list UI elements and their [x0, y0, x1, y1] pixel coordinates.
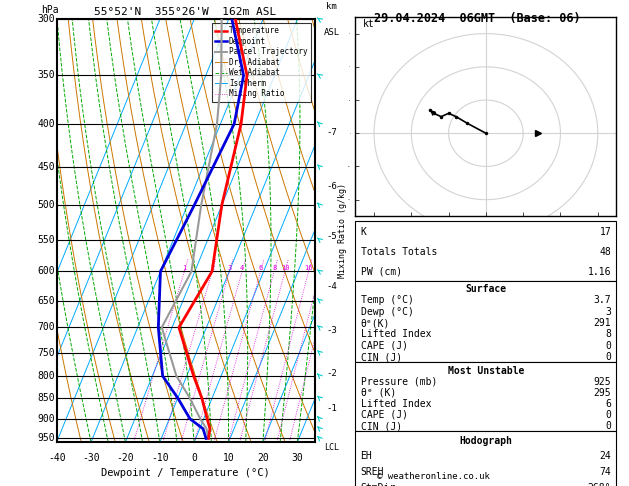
- Text: Mixing Ratio (g/kg): Mixing Ratio (g/kg): [338, 183, 347, 278]
- Text: SREH: SREH: [360, 467, 384, 477]
- Text: K: K: [360, 227, 367, 237]
- Bar: [355, 280, 616, 362]
- Text: km: km: [326, 2, 337, 11]
- Text: PW (cm): PW (cm): [360, 267, 402, 277]
- Text: CAPE (J): CAPE (J): [360, 341, 408, 351]
- Text: 8: 8: [272, 265, 277, 271]
- Text: θᵉ (K): θᵉ (K): [360, 388, 396, 398]
- Text: -3: -3: [326, 326, 337, 334]
- Text: CAPE (J): CAPE (J): [360, 410, 408, 420]
- Text: Dewpoint / Temperature (°C): Dewpoint / Temperature (°C): [101, 468, 270, 478]
- Text: © weatheronline.co.uk: © weatheronline.co.uk: [377, 472, 490, 481]
- Bar: [355, 431, 616, 486]
- Text: 24: 24: [599, 451, 611, 462]
- Text: 1.16: 1.16: [587, 267, 611, 277]
- Text: 500: 500: [38, 200, 55, 210]
- Text: -7: -7: [326, 128, 337, 138]
- Text: 30: 30: [291, 453, 303, 463]
- Text: -10: -10: [151, 453, 169, 463]
- Text: -30: -30: [82, 453, 100, 463]
- Text: Most Unstable: Most Unstable: [448, 365, 524, 376]
- Bar: [355, 362, 616, 431]
- Text: Temp (°C): Temp (°C): [360, 295, 413, 305]
- Text: CIN (J): CIN (J): [360, 352, 402, 362]
- Text: 0: 0: [605, 341, 611, 351]
- Text: 600: 600: [38, 266, 55, 277]
- Text: 850: 850: [38, 393, 55, 403]
- Text: 295: 295: [594, 388, 611, 398]
- Text: 4: 4: [240, 265, 244, 271]
- Text: 17: 17: [599, 227, 611, 237]
- Text: 950: 950: [38, 434, 55, 443]
- Text: Hodograph: Hodograph: [459, 436, 513, 446]
- Text: -20: -20: [116, 453, 134, 463]
- Text: 700: 700: [38, 322, 55, 332]
- Text: 800: 800: [38, 371, 55, 381]
- Text: 268°: 268°: [587, 483, 611, 486]
- Text: 10: 10: [223, 453, 235, 463]
- Text: 3: 3: [228, 265, 231, 271]
- Text: 0: 0: [605, 421, 611, 431]
- Text: 1: 1: [182, 265, 187, 271]
- Text: 3.7: 3.7: [594, 295, 611, 305]
- Text: -4: -4: [326, 282, 337, 291]
- Text: 29.04.2024  06GMT  (Base: 06): 29.04.2024 06GMT (Base: 06): [374, 12, 581, 25]
- Text: 2: 2: [210, 265, 214, 271]
- Text: 20: 20: [257, 453, 269, 463]
- Text: Lifted Index: Lifted Index: [360, 399, 431, 409]
- Legend: Temperature, Dewpoint, Parcel Trajectory, Dry Adiabat, Wet Adiabat, Isotherm, Mi: Temperature, Dewpoint, Parcel Trajectory…: [212, 23, 311, 102]
- Text: hPa: hPa: [41, 5, 58, 15]
- Text: Lifted Index: Lifted Index: [360, 330, 431, 339]
- Text: -6: -6: [326, 182, 337, 191]
- Text: 400: 400: [38, 119, 55, 129]
- Title: 55°52'N  355°26'W  162m ASL: 55°52'N 355°26'W 162m ASL: [94, 7, 277, 17]
- Text: Dewp (°C): Dewp (°C): [360, 307, 413, 317]
- Text: 550: 550: [38, 235, 55, 245]
- Text: 6: 6: [259, 265, 263, 271]
- Text: 450: 450: [38, 162, 55, 172]
- Text: LCL: LCL: [325, 443, 339, 452]
- Text: 16: 16: [304, 265, 313, 271]
- Text: 900: 900: [38, 414, 55, 424]
- Text: 3: 3: [605, 307, 611, 317]
- Text: 291: 291: [594, 318, 611, 328]
- Text: 0: 0: [605, 352, 611, 362]
- Bar: [355, 221, 616, 280]
- Text: Pressure (mb): Pressure (mb): [360, 377, 437, 387]
- Text: -2: -2: [326, 369, 337, 378]
- Text: 10: 10: [281, 265, 289, 271]
- Text: -1: -1: [326, 404, 337, 413]
- Text: -40: -40: [48, 453, 65, 463]
- Text: 48: 48: [599, 247, 611, 257]
- Text: 300: 300: [38, 15, 55, 24]
- Text: 650: 650: [38, 295, 55, 306]
- Text: -5: -5: [326, 232, 337, 241]
- Text: ASL: ASL: [324, 28, 340, 37]
- Text: CIN (J): CIN (J): [360, 421, 402, 431]
- Text: StmDir: StmDir: [360, 483, 396, 486]
- Text: Totals Totals: Totals Totals: [360, 247, 437, 257]
- Text: kt: kt: [363, 19, 375, 29]
- Text: 750: 750: [38, 347, 55, 358]
- Text: 0: 0: [191, 453, 197, 463]
- Text: EH: EH: [360, 451, 372, 462]
- Text: 74: 74: [599, 467, 611, 477]
- Text: Surface: Surface: [465, 284, 506, 294]
- Text: 925: 925: [594, 377, 611, 387]
- Text: 350: 350: [38, 70, 55, 81]
- Text: 8: 8: [605, 330, 611, 339]
- Text: 6: 6: [605, 399, 611, 409]
- Text: 0: 0: [605, 410, 611, 420]
- Text: θᵉ(K): θᵉ(K): [360, 318, 390, 328]
